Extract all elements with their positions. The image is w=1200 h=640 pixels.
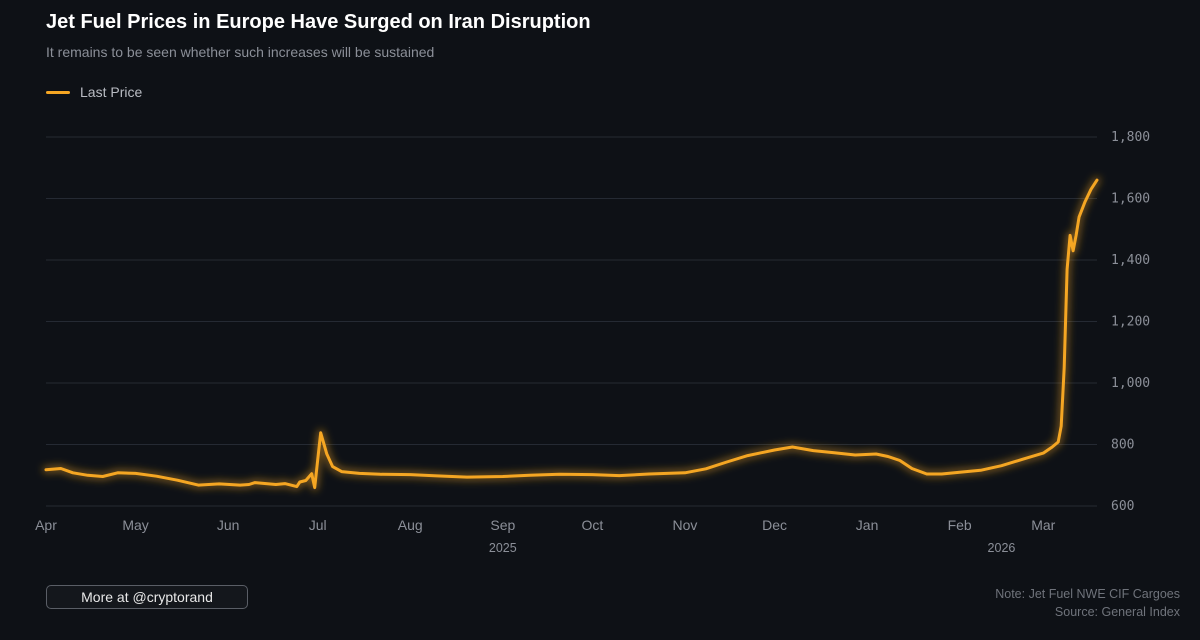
legend-label: Last Price (80, 84, 143, 100)
x-tick-label: Feb (948, 517, 972, 533)
note-text: Note: Jet Fuel NWE CIF Cargoes (995, 587, 1180, 601)
x-tick-label: Jun (217, 517, 240, 533)
x-tick-label: Apr (35, 517, 57, 533)
x-tick-label: Jan (856, 517, 879, 533)
y-tick-label: 1,200 (1111, 315, 1150, 330)
y-tick-label: 1,400 (1111, 253, 1150, 268)
source-text: Source: General Index (1054, 605, 1180, 619)
y-tick-label: 600 (1111, 499, 1134, 514)
y-tick-label: 1,800 (1111, 130, 1150, 145)
more-button[interactable]: More at @cryptorand (46, 585, 248, 609)
footer-note: Note: Jet Fuel NWE CIF Cargoes Source: G… (995, 585, 1180, 621)
series-glow (42, 176, 1101, 492)
year-label: 2025 (489, 541, 517, 555)
legend: Last Price (46, 84, 142, 100)
x-tick-label: Nov (673, 517, 698, 533)
x-tick-label: Oct (582, 517, 604, 533)
y-tick-label: 1,600 (1111, 192, 1150, 207)
x-tick-label: Sep (490, 517, 515, 533)
chart-title: Jet Fuel Prices in Europe Have Surged on… (46, 11, 591, 33)
y-tick-label: 800 (1111, 438, 1134, 453)
x-tick-label: Dec (762, 517, 787, 533)
x-tick-label: Mar (1031, 517, 1055, 533)
chart-subtitle: It remains to be seen whether such incre… (46, 44, 435, 60)
legend-swatch (46, 90, 70, 94)
x-tick-label: May (122, 517, 148, 533)
x-tick-label: Jul (309, 517, 327, 533)
y-tick-label: 1,000 (1111, 376, 1150, 391)
x-tick-label: Aug (398, 517, 423, 533)
series-line-last-price (44, 178, 1099, 490)
year-label: 2026 (988, 541, 1016, 555)
